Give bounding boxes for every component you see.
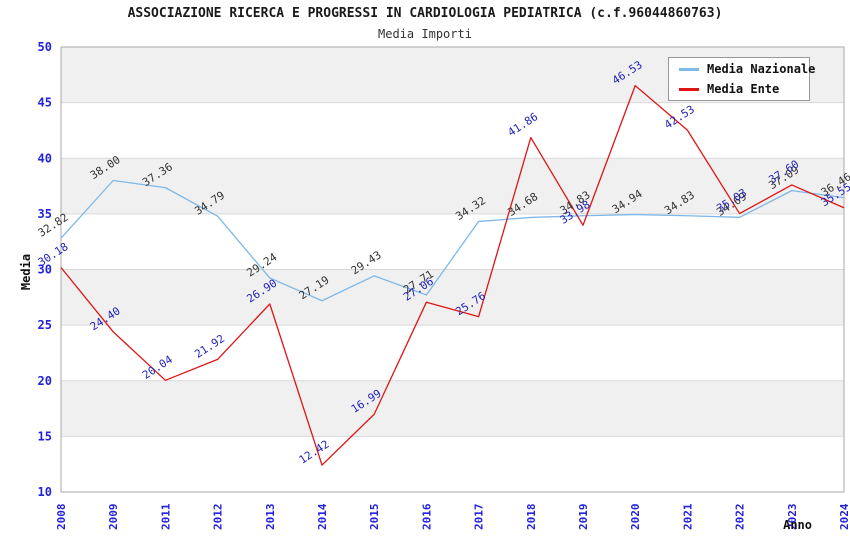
series-line-media-ente <box>60 84 845 466</box>
x-tick-label: 2021 <box>681 503 694 530</box>
chart-legend: Media Nazionale Media Ente <box>668 57 815 101</box>
x-tick-label: 2014 <box>316 503 329 530</box>
y-tick-label: 35 <box>38 207 52 221</box>
x-tick-label: 2009 <box>107 504 120 531</box>
point-label: 21.92 <box>192 332 227 361</box>
y-axis-title: Media <box>19 254 33 290</box>
y-tick-label: 25 <box>38 318 52 332</box>
legend-line-swatch-nazionale <box>679 67 699 71</box>
x-tick-label: 2016 <box>420 503 433 530</box>
legend-line-swatch-ente <box>679 87 699 91</box>
x-tick-label: 2022 <box>734 504 747 531</box>
legend-label-nazionale: Media Nazionale <box>707 62 816 76</box>
y-tick-label: 50 <box>38 40 52 54</box>
x-tick-label: 2024 <box>838 503 850 530</box>
x-tick-label: 2023 <box>786 504 799 531</box>
x-tick-label: 2017 <box>473 504 486 531</box>
grid-band <box>61 380 844 437</box>
legend-item-media-nazionale: Media Nazionale <box>679 62 815 76</box>
x-tick-label: 2015 <box>368 504 381 531</box>
x-tick-label: 2011 <box>159 503 172 530</box>
x-tick-label: 2019 <box>577 504 590 531</box>
x-tick-label: 2013 <box>264 504 277 531</box>
legend-item-media-ente: Media Ente <box>679 82 809 96</box>
chart-title: ASSOCIAZIONE RICERCA E PROGRESSI IN CARD… <box>127 6 723 21</box>
y-tick-label: 10 <box>38 485 52 499</box>
x-tick-label: 2008 <box>55 504 68 531</box>
y-tick-label: 15 <box>38 429 52 443</box>
x-tick-label: 2018 <box>525 504 538 531</box>
point-label: 41.86 <box>505 110 540 139</box>
y-tick-label: 20 <box>38 374 52 388</box>
x-tick-label: 2020 <box>629 504 642 531</box>
plot-border <box>60 46 845 493</box>
grid-band <box>61 158 844 214</box>
x-tick-label: 2012 <box>212 504 225 531</box>
y-tick-label: 40 <box>38 151 52 165</box>
x-axis-title: Anno <box>783 518 812 532</box>
point-label: 20.04 <box>140 353 175 382</box>
y-tick-label: 30 <box>38 263 52 277</box>
chart-subtitle: Media Importi <box>378 27 472 41</box>
legend-label-ente: Media Ente <box>707 82 780 96</box>
grid-band <box>61 269 844 326</box>
series-line-media-nazionale <box>60 179 845 302</box>
y-tick-label: 45 <box>38 96 52 110</box>
point-label: 42.53 <box>662 103 697 132</box>
